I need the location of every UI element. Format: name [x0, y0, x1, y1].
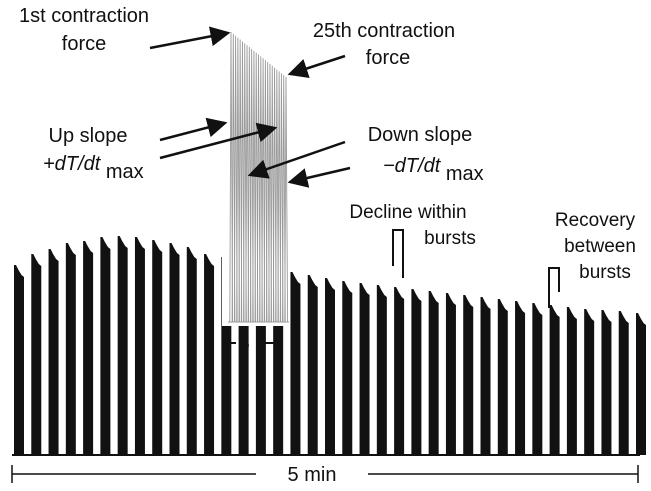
up-slope-arrow-2 — [159, 122, 278, 160]
expanded-burst — [228, 31, 289, 323]
recovery-label-line2: between — [564, 236, 636, 257]
up-slope-subscript: max — [106, 161, 144, 183]
last-contraction-arrow — [287, 54, 346, 79]
first-contraction-arrow — [149, 26, 231, 50]
scalebar-5s-label: 5 s — [239, 333, 266, 355]
recovery-bracket — [548, 267, 560, 308]
up-slope-arrow-1 — [159, 117, 228, 142]
down-slope-arrow-2 — [287, 166, 351, 188]
recovery-label-line3: bursts — [579, 262, 631, 283]
burst-bar — [48, 249, 59, 455]
burst-bar — [169, 243, 180, 455]
burst-bar — [584, 309, 595, 455]
burst-bar — [117, 236, 128, 455]
burst-bar — [290, 272, 301, 455]
burst-bar — [100, 237, 111, 455]
burst-bar — [152, 240, 163, 455]
burst-bar — [134, 237, 145, 455]
burst-bar — [204, 254, 215, 455]
svg-text:−dT/dt max: −dT/dt max — [383, 155, 484, 185]
first-contraction-label-line1: 1st contraction — [19, 5, 149, 27]
burst-bar — [618, 311, 629, 455]
burst-bar — [83, 241, 94, 455]
burst-bar — [532, 303, 543, 455]
decline-bracket — [392, 229, 404, 278]
burst-bar — [480, 297, 491, 455]
last-contraction-label-line1: 25th contraction — [313, 20, 455, 42]
scalebar-5min-label: 5 min — [288, 464, 337, 486]
decline-label-line2: bursts — [424, 228, 476, 249]
last-contraction-label-line2: force — [366, 47, 410, 69]
burst-bar — [515, 301, 526, 455]
burst-bar — [186, 247, 197, 455]
burst-bar — [325, 278, 335, 455]
burst-bar — [14, 265, 24, 455]
burst-bar — [497, 299, 508, 455]
burst-bar — [601, 310, 612, 455]
burst-bar — [636, 313, 646, 455]
burst-bar — [411, 289, 422, 455]
burst-bar — [463, 295, 474, 455]
first-contraction-label-line2: force — [62, 33, 106, 55]
burst-bar — [566, 307, 577, 455]
burst-bar — [376, 285, 387, 455]
down-slope-arrow-1 — [247, 140, 346, 179]
down-slope-subscript: max — [446, 163, 484, 185]
contraction-twitch — [284, 76, 289, 323]
burst-bar — [445, 293, 456, 455]
decline-label-line1: Decline within — [349, 202, 466, 223]
svg-text:+dT/dt max: +dT/dt max — [43, 153, 144, 183]
scalebar-5s: 5 s — [227, 333, 277, 355]
burst-bar — [394, 287, 405, 455]
burst-bar — [342, 281, 353, 455]
up-slope-formula: +dT/dt — [43, 153, 102, 175]
burst-bar — [65, 243, 76, 455]
burst-bar — [31, 254, 42, 455]
down-slope-label: Down slope — [368, 124, 473, 146]
burst-bars — [14, 236, 646, 455]
burst-bar — [428, 291, 439, 455]
burst-bar — [549, 305, 560, 455]
up-slope-label: Up slope — [49, 125, 128, 147]
down-slope-formula: −dT/dt — [383, 155, 442, 177]
recovery-label-line1: Recovery — [555, 210, 636, 231]
burst-bar — [359, 283, 370, 455]
scalebar-5min: 5 min — [11, 464, 639, 486]
burst-bar — [307, 275, 318, 455]
